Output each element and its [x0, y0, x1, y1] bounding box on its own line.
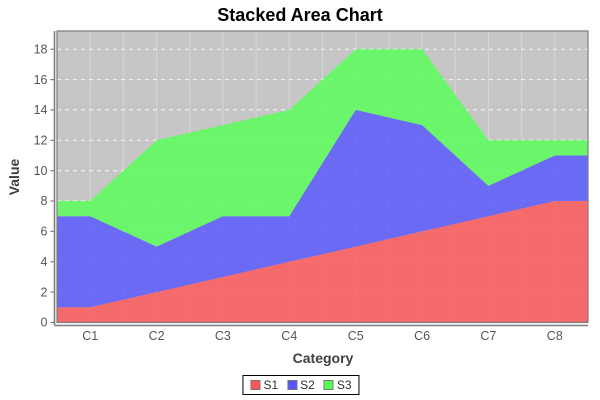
legend-item-s3: S3: [323, 378, 352, 392]
x-category-label: C6: [414, 329, 430, 343]
x-category-label: C8: [547, 329, 563, 343]
legend-label: S3: [336, 378, 352, 392]
y-tick-label: 10: [34, 164, 48, 178]
y-tick-label: 14: [34, 103, 48, 117]
legend-item-s2: S2: [287, 379, 315, 391]
legend-swatch-s2: [287, 380, 298, 390]
x-category-label: C7: [480, 329, 496, 343]
legend-swatch-s3: [323, 380, 334, 390]
area-series-S2: [57, 109, 588, 308]
x-axis-title: Category: [292, 350, 354, 366]
x-category-label: C4: [281, 329, 297, 343]
area-series-S3: [57, 49, 588, 247]
y-tick-label: 16: [34, 73, 48, 87]
chart-title: Stacked Area Chart: [217, 5, 383, 25]
y-tick-label: 12: [34, 134, 48, 148]
legend-label: S1: [263, 378, 279, 392]
y-tick-label: 0: [41, 316, 48, 330]
legend: S1 S2 S3: [242, 375, 360, 395]
y-tick-label: 8: [41, 194, 48, 208]
x-category-label: C5: [348, 329, 364, 343]
y-tick-label: 6: [41, 225, 48, 239]
legend-item-s1: S1: [250, 379, 278, 391]
legend-swatch-s1: [250, 380, 261, 390]
plot-border: [56, 30, 589, 324]
x-category-label: C3: [215, 329, 231, 343]
area-series-S1: [57, 201, 588, 323]
y-tick-label: 2: [41, 285, 48, 299]
x-category-label: C1: [82, 329, 98, 343]
legend-label: S2: [300, 378, 315, 392]
y-tick-label: 18: [34, 42, 48, 56]
x-category-label: C2: [149, 329, 165, 343]
y-tick-label: 4: [41, 255, 48, 269]
